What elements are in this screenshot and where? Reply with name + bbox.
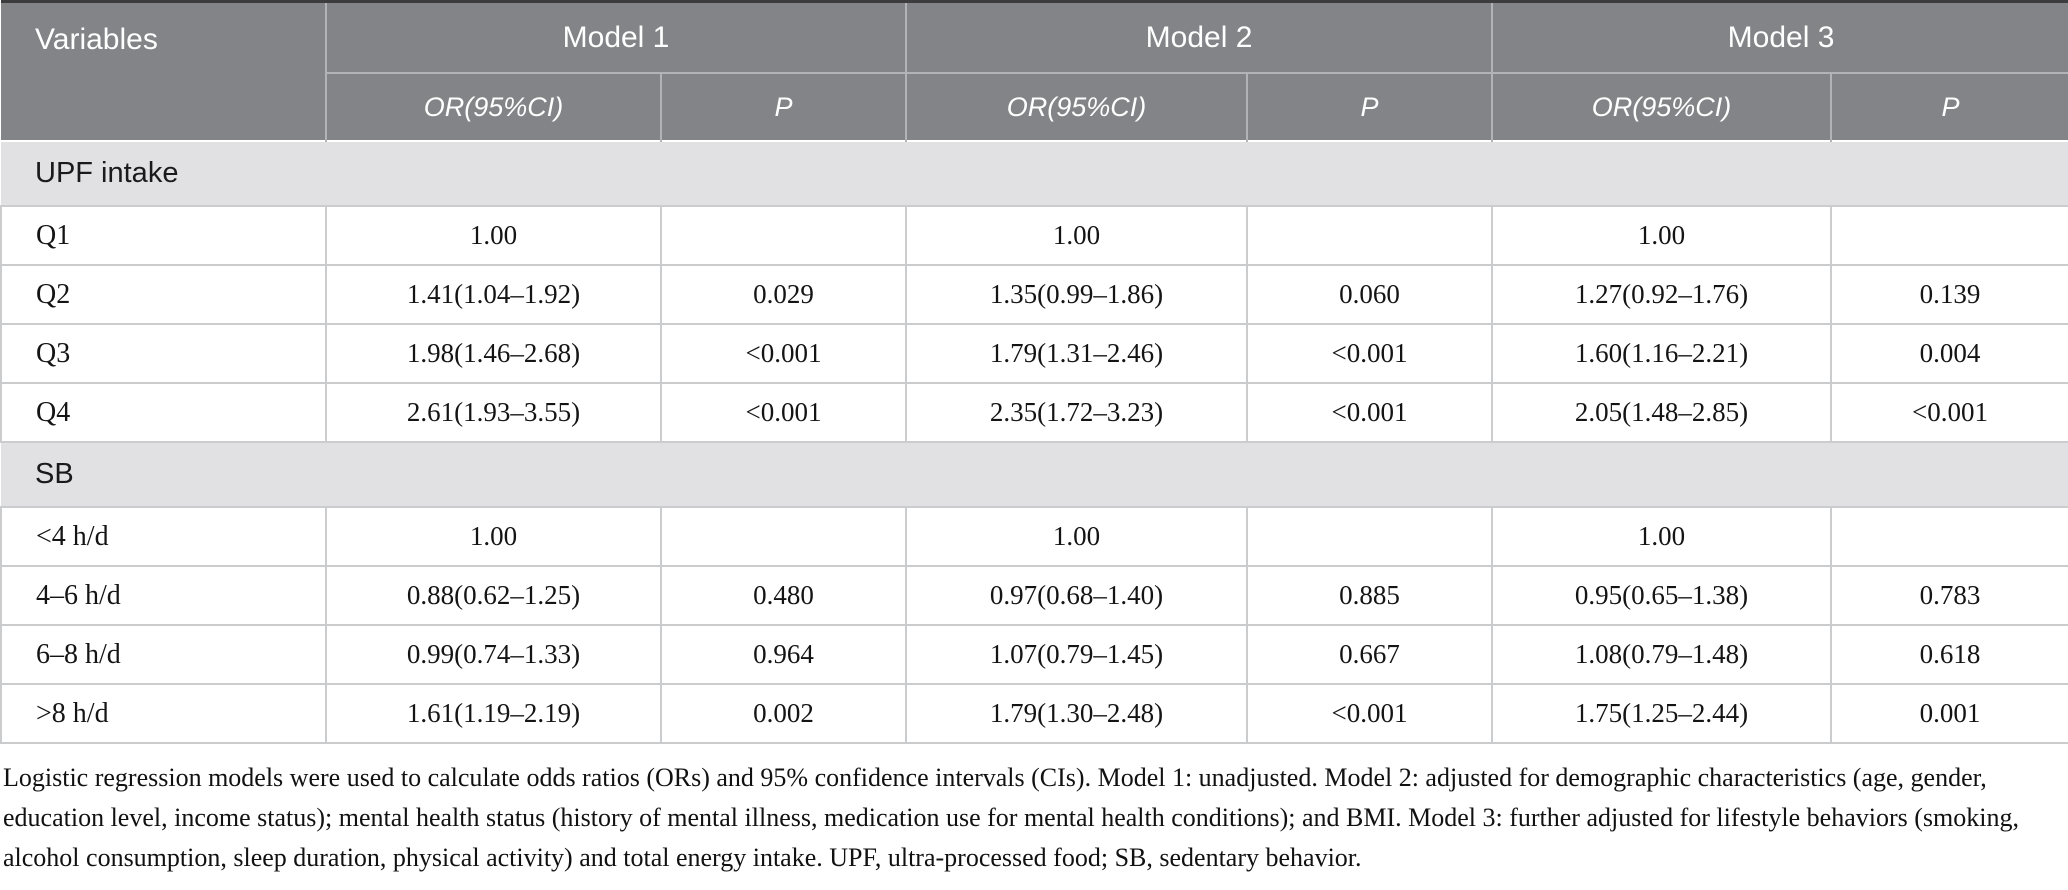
model-header-row: Variables Model 1 Model 2 Model 3 [1,1,2068,141]
table-row: >8 h/d 1.61(1.19–2.19) 0.002 1.79(1.30–2.48… [0,683,2068,744]
p-value-cell: 0.618 [1830,624,2068,685]
or-ci-cell: 1.00 [325,506,662,567]
or-ci-cell: 1.00 [905,506,1249,567]
p-value-cell [1246,506,1494,567]
or-ci-cell: 0.97(0.68–1.40) [905,565,1249,626]
model-2-or-header-cell: OR(95%CI) [905,72,1248,141]
model-3-header-cell: Model 3 [1491,1,2068,73]
or-ci-cell: 0.95(0.65–1.38) [1491,565,1833,626]
section-label: SB [1,441,2068,508]
or-ci-cell: 2.35(1.72–3.23) [905,382,1249,443]
p-value-cell: 0.002 [659,683,908,744]
p-value-cell [659,506,908,567]
row-label: <4 h/d [0,506,327,567]
row-label: Q3 [0,323,327,384]
table-row: Q3 1.98(1.46–2.68) <0.001 1.79(1.31–2.46) <0… [0,323,2068,384]
model-1-p-header-cell: P [659,72,907,141]
p-value-cell: 0.001 [1830,683,2068,744]
model-3-or-header-cell: OR(95%CI) [1491,72,1832,141]
table-row: <4 h/d 1.00 1.00 1.00 [0,506,2068,567]
or-ci-cell: 1.00 [1491,205,1833,266]
or-ci-cell: 1.07(0.79–1.45) [905,624,1249,685]
row-label: >8 h/d [0,683,327,744]
or-ci-cell: 0.99(0.74–1.33) [325,624,662,685]
row-label: Q1 [0,205,327,266]
variables-header-cell: Variables [1,1,327,141]
p-value-cell: 0.885 [1246,565,1494,626]
p-value-cell: 0.029 [659,264,908,325]
p-value-cell: 0.964 [659,624,908,685]
p-value-cell: 0.139 [1830,264,2068,325]
p-value-cell: <0.001 [1246,323,1494,384]
or-ci-cell: 1.35(0.99–1.86) [905,264,1249,325]
row-label: 4–6 h/d [0,565,327,626]
p-value-cell: 0.783 [1830,565,2068,626]
p-value-cell [1246,205,1494,266]
table-row: Q1 1.00 1.00 1.00 [0,205,2068,266]
or-ci-cell: 1.00 [905,205,1249,266]
table-footnote: Logistic regression models were used to … [3,763,2019,872]
p-value-cell: 0.004 [1830,323,2068,384]
model-1-header-cell: Model 1 [324,1,907,73]
p-value-cell: 0.667 [1246,624,1494,685]
section-row: SB [1,441,2068,508]
or-ci-cell: 1.61(1.19–2.19) [325,683,662,744]
table-row: Q2 1.41(1.04–1.92) 0.029 1.35(0.99–1.86) 0.0… [0,264,2068,325]
row-label: Q2 [0,264,327,325]
table-row: 4–6 h/d 0.88(0.62–1.25) 0.480 0.97(0.68–1.4… [0,565,2068,626]
model-2-p-header-cell: P [1246,72,1493,141]
p-value-cell: <0.001 [659,323,908,384]
subheader-row: OR(95%CI) P OR(95%CI) P OR(95%CI) P [1,72,2068,141]
or-ci-cell: 2.05(1.48–2.85) [1491,382,1833,443]
or-ci-cell: 1.00 [325,205,662,266]
p-value-cell [1830,506,2068,567]
or-ci-cell: 1.08(0.79–1.48) [1491,624,1833,685]
table-body: UPF intake Q1 1.00 1.00 1.00 Q2 1.41(1.04–1.92… [0,140,2068,744]
or-ci-cell: 0.88(0.62–1.25) [325,565,662,626]
model-1-or-header-cell: OR(95%CI) [325,72,661,141]
p-value-cell: 0.060 [1246,264,1494,325]
or-ci-cell: 1.00 [1491,506,1833,567]
or-ci-cell: 1.27(0.92–1.76) [1491,264,1833,325]
section-label: UPF intake [1,140,2068,207]
p-value-cell: 0.480 [659,565,908,626]
or-ci-cell: 2.61(1.93–3.55) [325,382,662,443]
section-row: UPF intake [1,140,2068,207]
p-value-cell: <0.001 [1246,382,1494,443]
p-value-cell: <0.001 [659,382,908,443]
table-row: Q4 2.61(1.93–3.55) <0.001 2.35(1.72–3.23) <0… [0,382,2068,443]
table-header: Variables Model 1 Model 2 Model 3 OR(95%… [1,1,2068,141]
or-ci-cell: 1.79(1.30–2.48) [905,683,1249,744]
or-ci-cell: 1.60(1.16–2.21) [1491,323,1833,384]
or-ci-cell: 1.75(1.25–2.44) [1491,683,1833,744]
row-label: 6–8 h/d [0,624,327,685]
or-ci-cell: 1.98(1.46–2.68) [325,323,662,384]
model-3-p-header-cell: P [1830,72,2068,141]
row-label: Q4 [0,382,327,443]
p-value-cell: <0.001 [1830,382,2068,443]
table-row: 6–8 h/d 0.99(0.74–1.33) 0.964 1.07(0.79–1.4… [0,624,2068,685]
or-ci-cell: 1.41(1.04–1.92) [325,264,662,325]
p-value-cell [659,205,908,266]
or-ci-cell: 1.79(1.31–2.46) [905,323,1249,384]
model-2-header-cell: Model 2 [905,1,1493,73]
p-value-cell [1830,205,2068,266]
regression-table: Variables Model 1 Model 2 Model 3 OR(95%… [0,0,2068,744]
p-value-cell: <0.001 [1246,683,1494,744]
